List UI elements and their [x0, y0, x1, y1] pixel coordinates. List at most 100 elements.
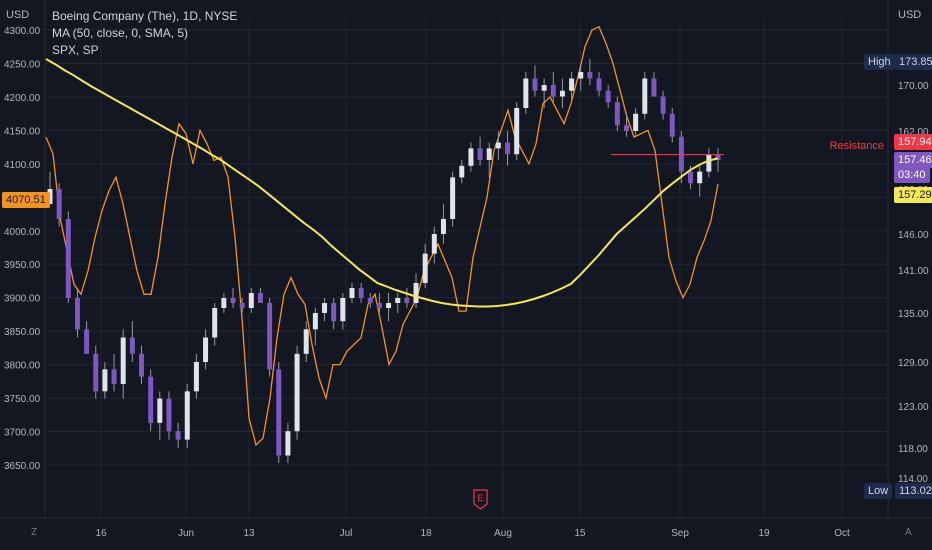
right-axis-unit: USD: [898, 9, 922, 21]
candle: [340, 293, 346, 330]
candle: [514, 102, 520, 160]
candle: [422, 243, 428, 288]
candle: [468, 142, 474, 172]
candle-body: [47, 189, 53, 204]
auto-scale-icon[interactable]: A: [905, 527, 912, 538]
candle: [221, 293, 227, 313]
left-axis-tick-label: 4300.00: [4, 26, 41, 37]
candle: [596, 72, 602, 97]
zoom-icon[interactable]: Z: [31, 527, 38, 538]
candle: [386, 293, 392, 322]
left-axis-tick-label: 3650.00: [4, 461, 41, 472]
resistance-line[interactable]: Resistance: [611, 140, 884, 156]
high-value-tag: 173.85: [895, 54, 932, 70]
left-axis-tick-label: 3700.00: [4, 428, 41, 439]
candle-body: [102, 369, 108, 392]
spx-compare-series: [45, 25, 719, 447]
right-axis-tick-label: 170.00: [898, 81, 929, 92]
time-axis-label: 15: [574, 528, 586, 539]
candle-body: [193, 362, 199, 392]
candle: [559, 78, 565, 108]
candle: [660, 90, 666, 120]
candle: [541, 78, 547, 108]
chart-grid: [0, 0, 932, 519]
candle: [74, 288, 80, 338]
left-axis-tick-label: 4000.00: [4, 227, 41, 238]
candle-body: [669, 113, 675, 137]
ma-line: [45, 58, 719, 308]
candle: [358, 283, 364, 303]
legend-symbol-title[interactable]: Boeing Company (The), 1D, NYSE: [52, 9, 238, 23]
candle: [184, 384, 190, 448]
candle: [276, 362, 282, 463]
candle-body: [559, 90, 565, 97]
candle-body: [203, 337, 209, 362]
candle: [605, 85, 611, 108]
candle-body: [56, 189, 62, 219]
candle: [267, 298, 273, 377]
candle-body: [468, 148, 474, 166]
candle: [651, 72, 657, 97]
candle-body: [623, 125, 629, 131]
candle: [285, 422, 291, 463]
candle-body: [221, 298, 227, 308]
candle-body: [212, 308, 218, 338]
candle-body: [111, 369, 117, 384]
candle-body: [340, 298, 346, 322]
candle-body: [413, 283, 419, 303]
ma-value-tag: 157.29: [894, 187, 932, 203]
right-axis-tick-label: 123.00: [898, 402, 929, 413]
candle: [459, 160, 465, 184]
candle-body: [651, 78, 657, 97]
right-axis-tick-label: 118.00: [898, 444, 928, 455]
candle: [157, 391, 163, 440]
candle-body: [532, 78, 538, 91]
legend-ma-study[interactable]: MA (50, close, 0, SMA, 5): [52, 26, 189, 40]
candlestick-series: [47, 59, 721, 463]
candle: [440, 204, 446, 244]
left-axis-tick-label: 3750.00: [4, 394, 41, 405]
candle-body: [358, 288, 364, 298]
time-axis-label: 16: [95, 528, 107, 539]
candle-body: [660, 96, 666, 114]
candle-body: [495, 142, 501, 149]
candle-body: [550, 85, 556, 97]
candle-body: [486, 148, 492, 160]
candle: [495, 131, 501, 160]
candle: [65, 211, 71, 303]
candle: [294, 345, 300, 440]
left-price-axis[interactable]: 4300.004250.004200.004150.004100.004050.…: [4, 26, 41, 472]
earnings-flag-icon: [473, 489, 488, 510]
candle: [139, 345, 145, 384]
left-axis-tick-label: 3850.00: [4, 327, 41, 338]
legend-compare-symbol[interactable]: SPX, SP: [52, 43, 99, 57]
candle-body: [367, 298, 373, 303]
time-axis-label: Aug: [494, 528, 512, 539]
low-value-tag: 113.02: [895, 483, 932, 499]
candle: [633, 108, 639, 137]
resistance-value-tag: 157.94: [894, 134, 932, 150]
candle: [376, 293, 382, 313]
candle: [614, 96, 620, 131]
candle: [84, 321, 90, 354]
candle: [715, 148, 721, 172]
candle-body: [642, 78, 648, 114]
left-axis-tick-label: 4200.00: [4, 93, 41, 104]
time-axis[interactable]: 16 Jun 13 Jul 18 Aug 15 Sep 19 Oct E: [95, 489, 850, 539]
candle-body: [715, 154, 721, 160]
earnings-marker: E: [473, 489, 488, 510]
candle: [47, 171, 53, 204]
left-axis-unit: USD: [6, 9, 30, 21]
candle: [395, 293, 401, 313]
candle: [102, 362, 108, 399]
candle-body: [505, 142, 511, 155]
earnings-marker-label: E: [477, 493, 483, 503]
candle-body: [129, 337, 135, 354]
left-axis-tick-label: 4100.00: [4, 160, 41, 171]
candle-body: [257, 293, 263, 303]
candle: [248, 288, 254, 313]
candle-body: [541, 85, 547, 91]
time-axis-label: 18: [420, 528, 432, 539]
candle-body: [633, 113, 639, 131]
